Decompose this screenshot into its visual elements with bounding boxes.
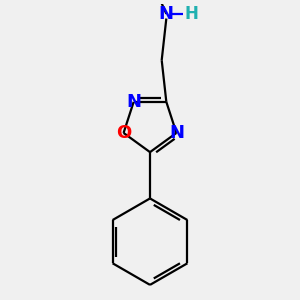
Text: H: H: [185, 5, 199, 23]
Text: N: N: [126, 93, 141, 111]
Text: O: O: [116, 124, 131, 142]
Text: N: N: [169, 124, 184, 142]
Text: N: N: [159, 5, 174, 23]
